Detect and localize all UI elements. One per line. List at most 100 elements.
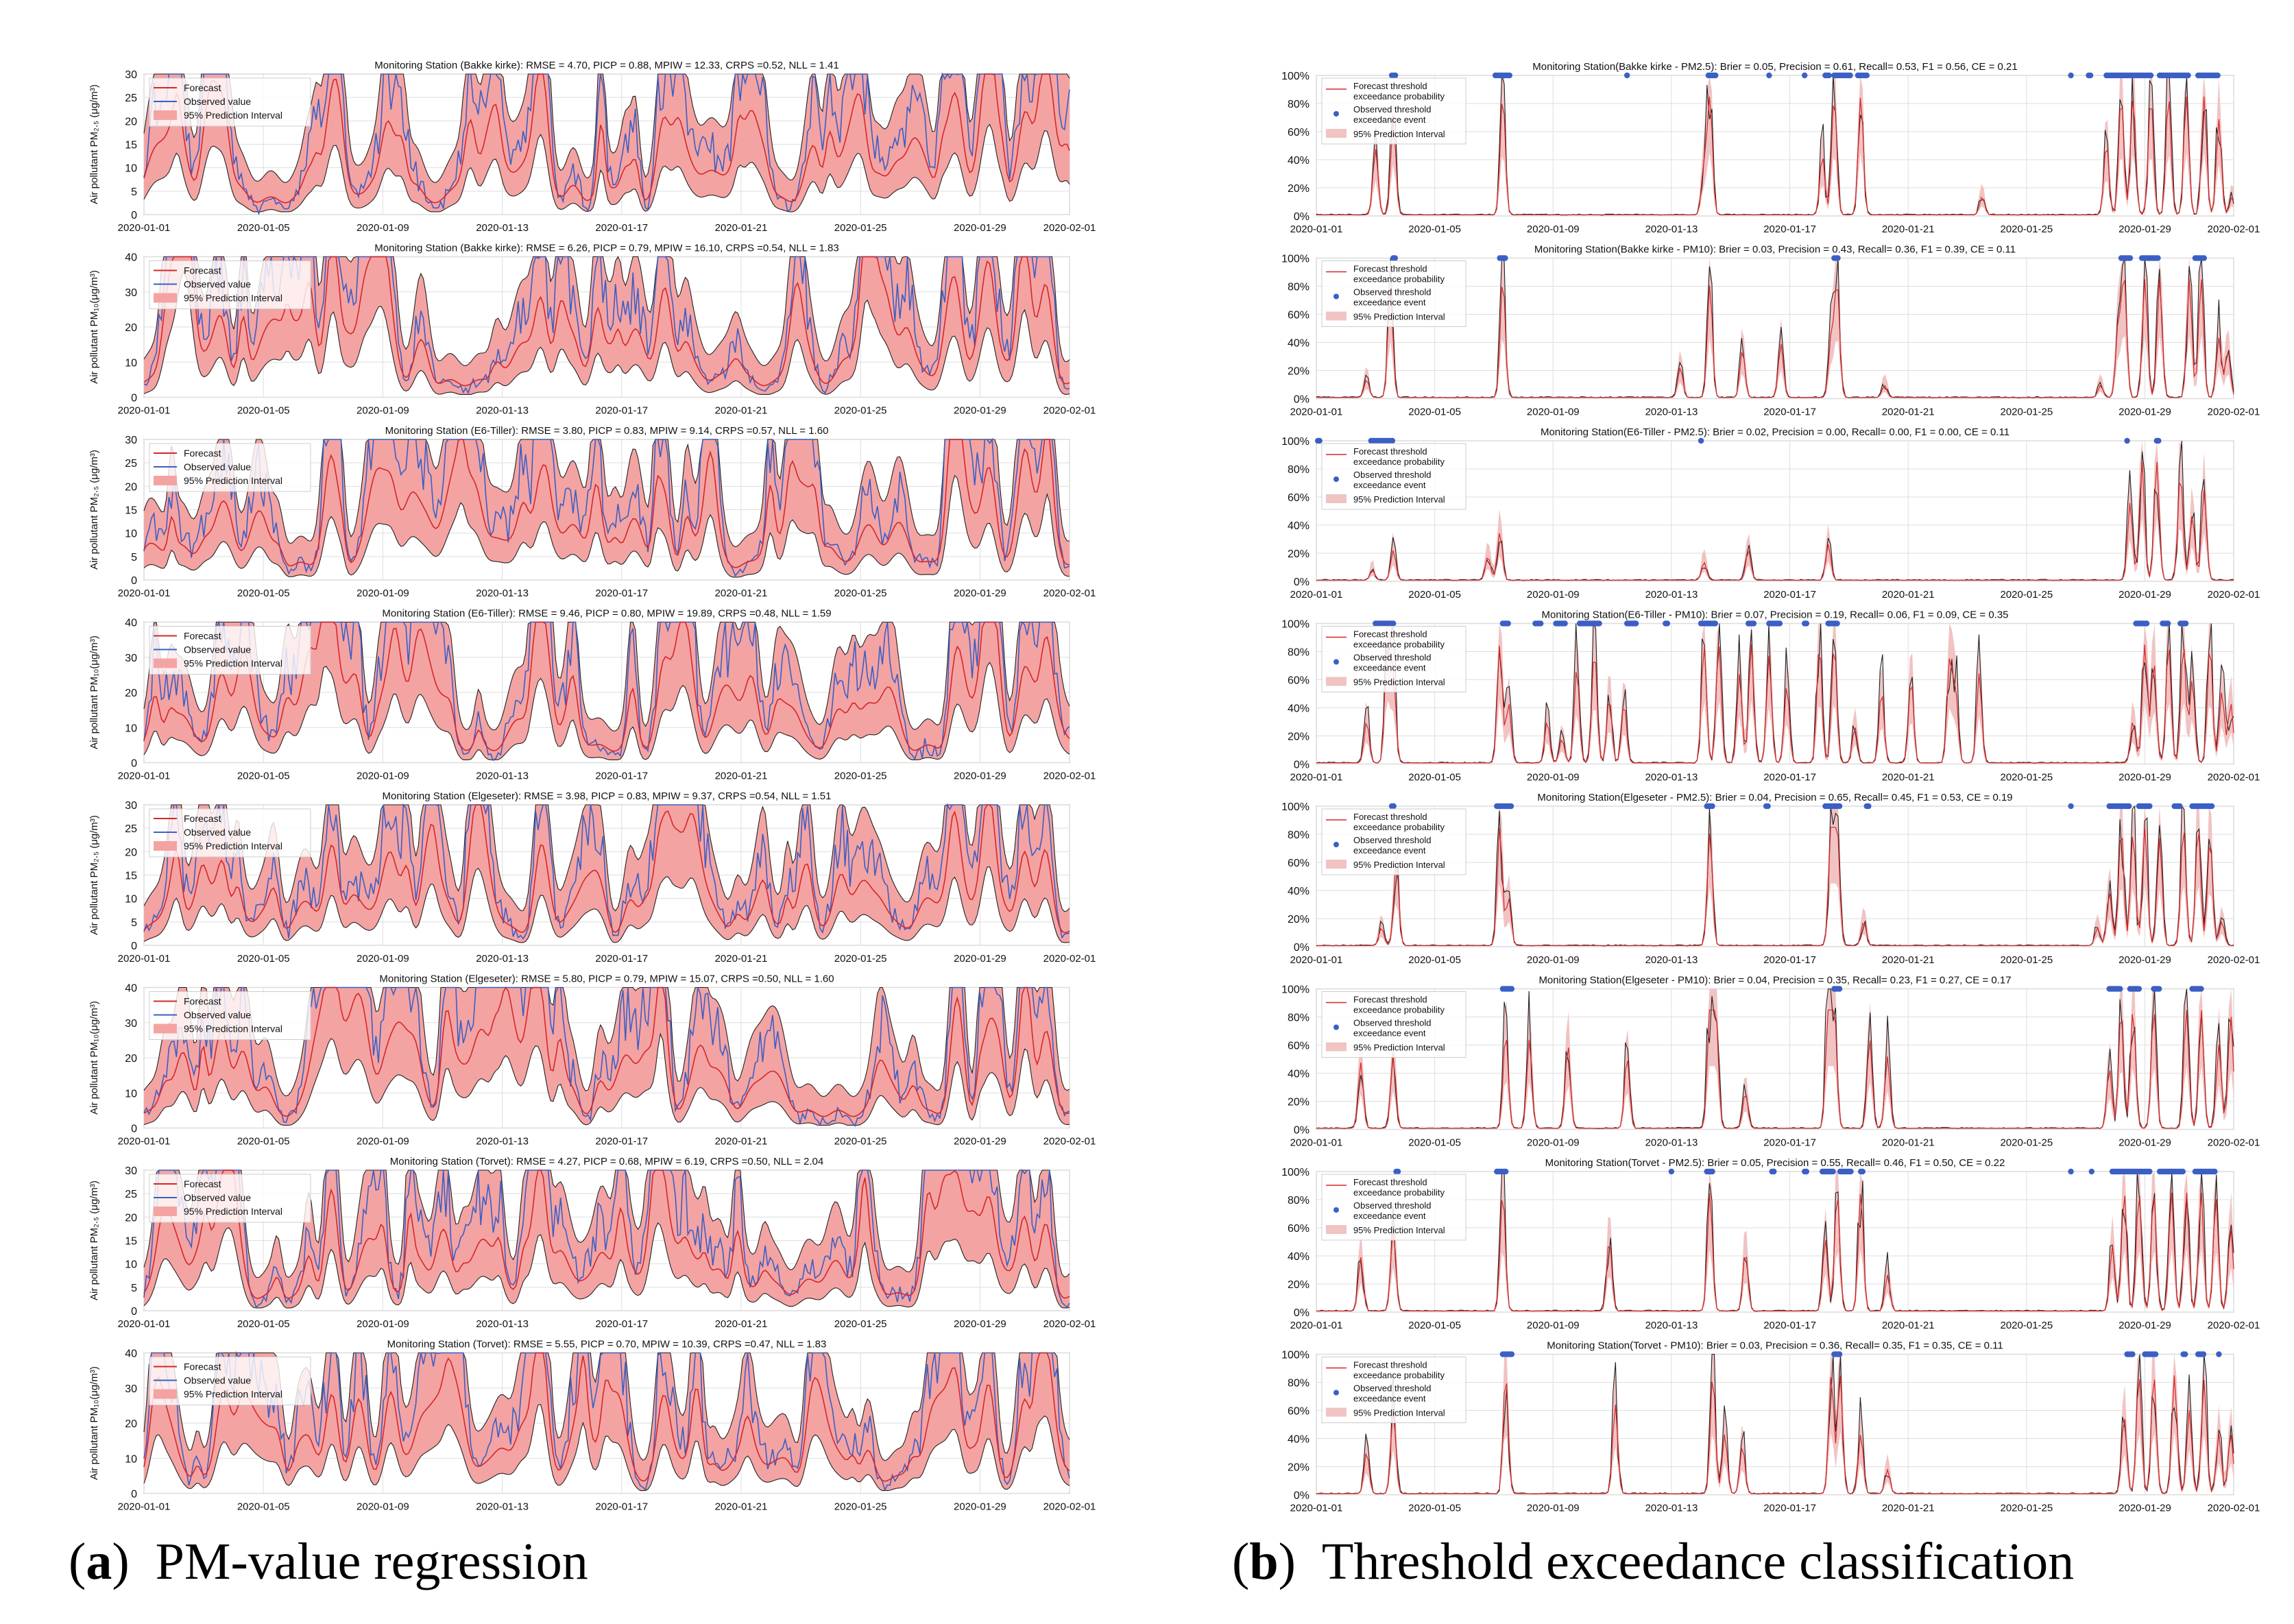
legend-event-label: Observed threshold — [1353, 1383, 1431, 1394]
exceedance-event-dot — [1503, 1168, 1509, 1175]
forecast-series-line — [143, 256, 1070, 387]
interval-upper-line — [143, 256, 1070, 367]
exceedance-event-dot — [1712, 620, 1718, 627]
exceedance-event-dot — [2088, 1168, 2094, 1175]
legend-interval-swatch — [1326, 494, 1347, 503]
x-tick-label: 2020-01-05 — [1408, 223, 1461, 235]
x-tick-label: 2020-01-29 — [2118, 772, 2171, 784]
x-tick-label: 2020-02-01 — [2208, 1320, 2260, 1331]
exceedance-event-dot — [2147, 803, 2153, 810]
y-tick-label: 10 — [125, 1088, 137, 1100]
x-tick-label: 2020-01-01 — [1290, 223, 1343, 235]
x-tick-label: 2020-01-01 — [1290, 772, 1343, 784]
y-tick-label: 5 — [131, 186, 137, 198]
legend-interval-label: 95% Prediction Interval — [1353, 1408, 1445, 1418]
x-tick-label: 2020-01-25 — [834, 1318, 887, 1330]
legend-observed-label: Observed value — [184, 827, 251, 838]
y-tick-label: 5 — [131, 917, 137, 929]
exceedance-event-dot — [2126, 803, 2132, 810]
x-tick-label: 2020-01-13 — [1645, 772, 1698, 784]
exceedance-event-dot — [2214, 72, 2221, 79]
x-tick-label: 2020-01-13 — [476, 1501, 529, 1513]
y-tick-label: 40% — [1288, 338, 1309, 350]
exceedance-event-dot — [1863, 72, 1870, 79]
legend-event-label-2: exceedance event — [1353, 1394, 1426, 1404]
forecast-probability-line — [1316, 279, 2234, 398]
legend-observed-label: Observed value — [184, 644, 251, 655]
legend-interval-label: 95% Prediction Interval — [1353, 1225, 1445, 1235]
exceedance-event-dot — [2156, 437, 2162, 444]
y-tick-label: 0% — [1294, 942, 1309, 954]
y-tick-label: 20% — [1288, 1279, 1309, 1291]
legend-interval-label: 95% Prediction Interval — [184, 840, 282, 851]
interval-upper-line — [143, 439, 1070, 548]
legend-interval-label: 95% Prediction Interval — [184, 1206, 282, 1217]
x-tick-label: 2020-01-17 — [1763, 589, 1816, 601]
y-tick-label: 60% — [1288, 310, 1309, 322]
exceedance-event-dot — [1866, 803, 1872, 810]
exceedance-event-dot — [1538, 620, 1544, 627]
legend-event-label: Observed threshold — [1353, 653, 1431, 663]
chart-title: Monitoring Station (Bakke kirke): RMSE =… — [374, 60, 838, 71]
exceedance-event-dot — [1508, 1351, 1515, 1357]
x-tick-label: 2020-01-09 — [1527, 1503, 1580, 1514]
forecast-series-line — [143, 1352, 1070, 1482]
y-tick-label: 30 — [125, 653, 137, 664]
y-tick-label: 20 — [125, 1418, 137, 1430]
y-tick-label: 30 — [125, 800, 137, 812]
plot-frame — [1316, 440, 2234, 582]
legend-forecast-label-2: exceedance probability — [1353, 1005, 1445, 1015]
x-tick-label: 2020-01-09 — [357, 222, 409, 234]
x-tick-label: 2020-01-13 — [1645, 954, 1698, 966]
exceedance-event-dot — [1848, 1168, 1854, 1175]
exceedance-event-dot — [2198, 986, 2204, 992]
observed-series-line — [143, 437, 1070, 577]
legend-forecast-label: Forecast — [184, 813, 221, 824]
y-tick-label: 10 — [125, 163, 137, 175]
x-tick-label: 2020-01-21 — [1882, 1503, 1935, 1514]
exceedance-event-dot — [2147, 1168, 2153, 1175]
observed-series-line — [143, 986, 1070, 1128]
legend-forecast-label: Forecast — [184, 1178, 221, 1189]
y-tick-label: 60% — [1288, 1223, 1309, 1235]
y-tick-label: 0% — [1294, 1125, 1309, 1137]
x-tick-label: 2020-01-13 — [1645, 1503, 1698, 1514]
y-tick-label: 80% — [1288, 647, 1309, 659]
chart-title: Monitoring Station (Bakke kirke): RMSE =… — [374, 243, 838, 254]
y-tick-label: 40% — [1288, 1251, 1309, 1263]
legend-event-swatch — [1333, 293, 1339, 300]
x-tick-label: 2020-01-09 — [357, 1501, 409, 1513]
exceedance-event-dot — [2180, 1168, 2186, 1175]
legend-forecast-label-2: exceedance probability — [1353, 1370, 1445, 1381]
x-tick-label: 2020-02-01 — [1043, 1501, 1096, 1513]
exceedance-event-dot — [2201, 255, 2207, 261]
exceedance-event-dot — [2129, 1351, 2136, 1357]
y-tick-label: 0% — [1294, 211, 1309, 223]
legend-event-label-2: exceedance event — [1353, 845, 1426, 856]
legend-forecast-label: Forecast threshold — [1353, 812, 1427, 822]
y-tick-label: 60% — [1288, 127, 1309, 138]
y-tick-label: 20 — [125, 116, 137, 128]
y-tick-label: 15 — [125, 1236, 137, 1248]
forecast-series-line — [143, 804, 1070, 934]
y-tick-label: 80% — [1288, 829, 1309, 841]
y-tick-label: 60% — [1288, 675, 1309, 687]
legend-event-swatch — [1333, 842, 1339, 847]
x-tick-label: 2020-01-25 — [2001, 407, 2053, 418]
x-tick-label: 2020-01-25 — [2001, 954, 2053, 966]
y-axis-label: Air pollutant PM₁₀(μg/m³) — [88, 270, 100, 384]
exceedance-event-dot — [2143, 620, 2150, 627]
x-tick-label: 2020-02-01 — [1043, 953, 1096, 965]
legend-event-swatch — [1333, 476, 1339, 482]
x-tick-label: 2020-01-09 — [1527, 1320, 1580, 1331]
x-tick-label: 2020-01-13 — [1645, 223, 1698, 235]
y-tick-label: 40% — [1288, 886, 1309, 897]
exceedance-event-dot — [1834, 620, 1840, 627]
x-tick-label: 2020-01-29 — [954, 771, 1006, 782]
exceedance-event-dot — [2136, 986, 2142, 992]
exceedance-event-dot — [1508, 986, 1515, 992]
plot-frame — [1316, 1353, 2234, 1496]
exceedance-event-dot — [1392, 72, 1399, 79]
y-tick-label: 10 — [125, 1259, 137, 1271]
exceedance-event-dot — [2155, 255, 2161, 261]
